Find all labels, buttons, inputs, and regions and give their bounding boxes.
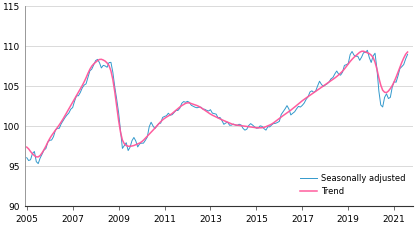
Seasonally adjusted (49, 139, 54, 141)
Trend (128, 145, 133, 148)
Trend (42, 148, 47, 151)
Trend (390, 84, 395, 87)
Trend (361, 50, 366, 53)
Legend: Seasonally adjusted, Trend: Seasonally adjusted, Trend (300, 174, 405, 196)
Line: Seasonally adjusted: Seasonally adjusted (27, 50, 408, 164)
Seasonally adjusted (365, 49, 370, 52)
Seasonally adjusted (97, 61, 102, 64)
Trend (97, 58, 102, 61)
Trend (36, 155, 41, 158)
Line: Trend: Trend (27, 51, 408, 157)
Seasonally adjusted (405, 53, 410, 56)
Seasonally adjusted (376, 90, 381, 92)
Seasonally adjusted (42, 149, 47, 151)
Trend (24, 146, 29, 148)
Seasonally adjusted (390, 86, 395, 89)
Seasonally adjusted (128, 146, 133, 148)
Trend (405, 51, 410, 53)
Trend (49, 134, 54, 137)
Seasonally adjusted (36, 162, 41, 165)
Trend (376, 76, 381, 79)
Seasonally adjusted (24, 156, 29, 159)
